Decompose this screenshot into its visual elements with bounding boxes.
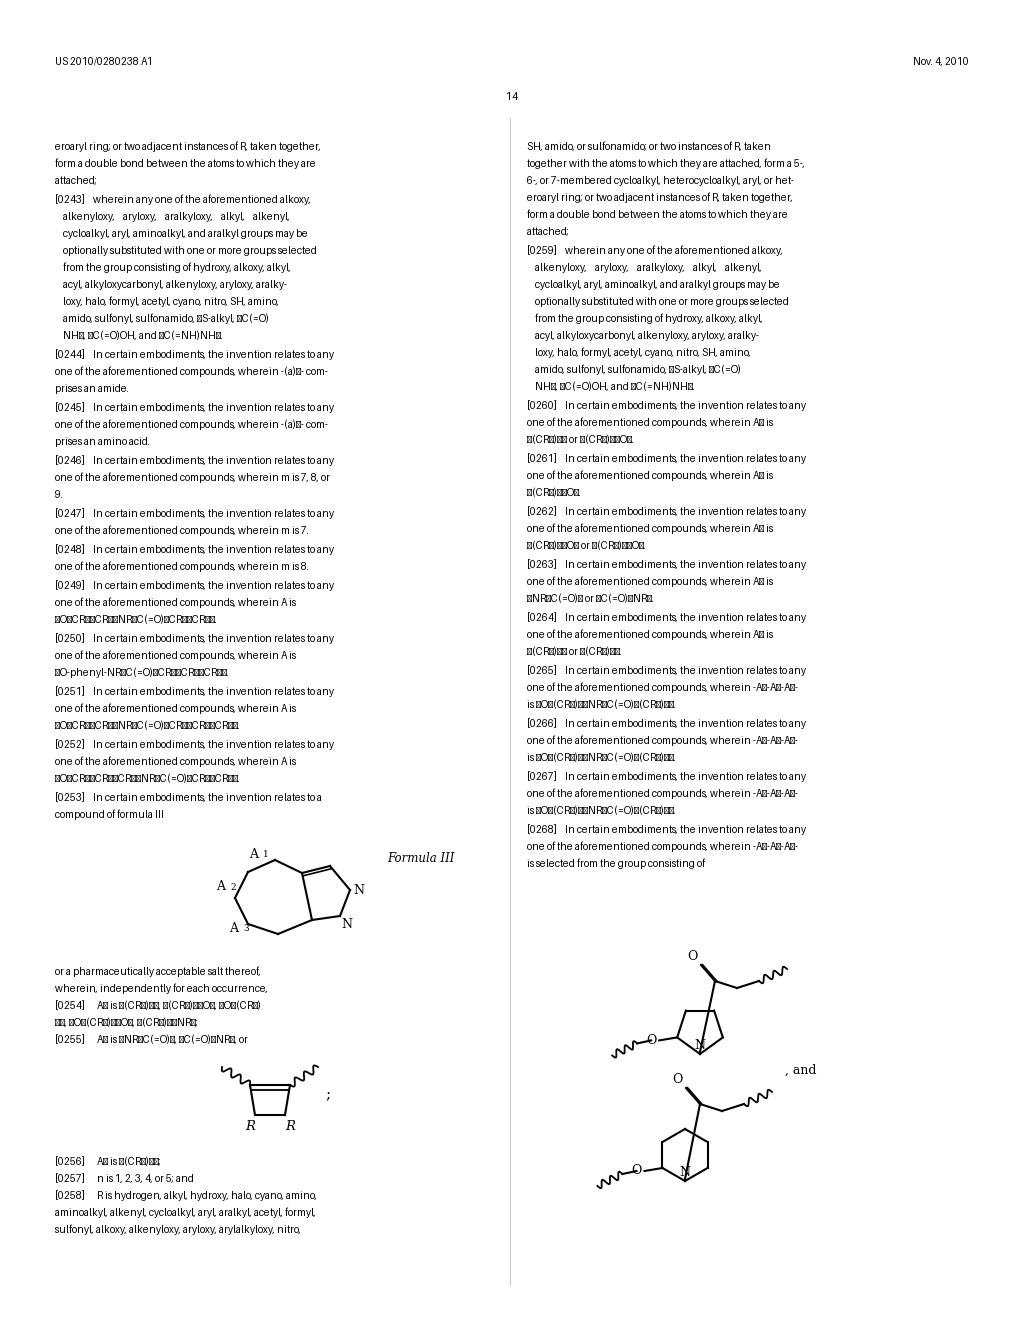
Text: O: O xyxy=(688,950,698,964)
Text: N: N xyxy=(694,1039,706,1052)
Text: N: N xyxy=(680,1166,690,1179)
Text: , and: , and xyxy=(785,1064,816,1077)
Text: R: R xyxy=(245,1119,255,1133)
Text: O: O xyxy=(646,1034,656,1047)
Text: N: N xyxy=(353,883,364,896)
Text: R: R xyxy=(285,1119,295,1133)
Text: N: N xyxy=(341,917,352,931)
Text: A: A xyxy=(216,880,225,894)
Text: O: O xyxy=(673,1073,683,1086)
Text: 3: 3 xyxy=(243,924,249,933)
Text: Formula III: Formula III xyxy=(388,851,455,865)
Text: A: A xyxy=(249,847,258,861)
Text: 1: 1 xyxy=(263,850,268,859)
Text: 2: 2 xyxy=(230,883,236,892)
Text: O: O xyxy=(631,1164,641,1177)
Text: A: A xyxy=(229,921,238,935)
Text: ;: ; xyxy=(325,1088,330,1102)
